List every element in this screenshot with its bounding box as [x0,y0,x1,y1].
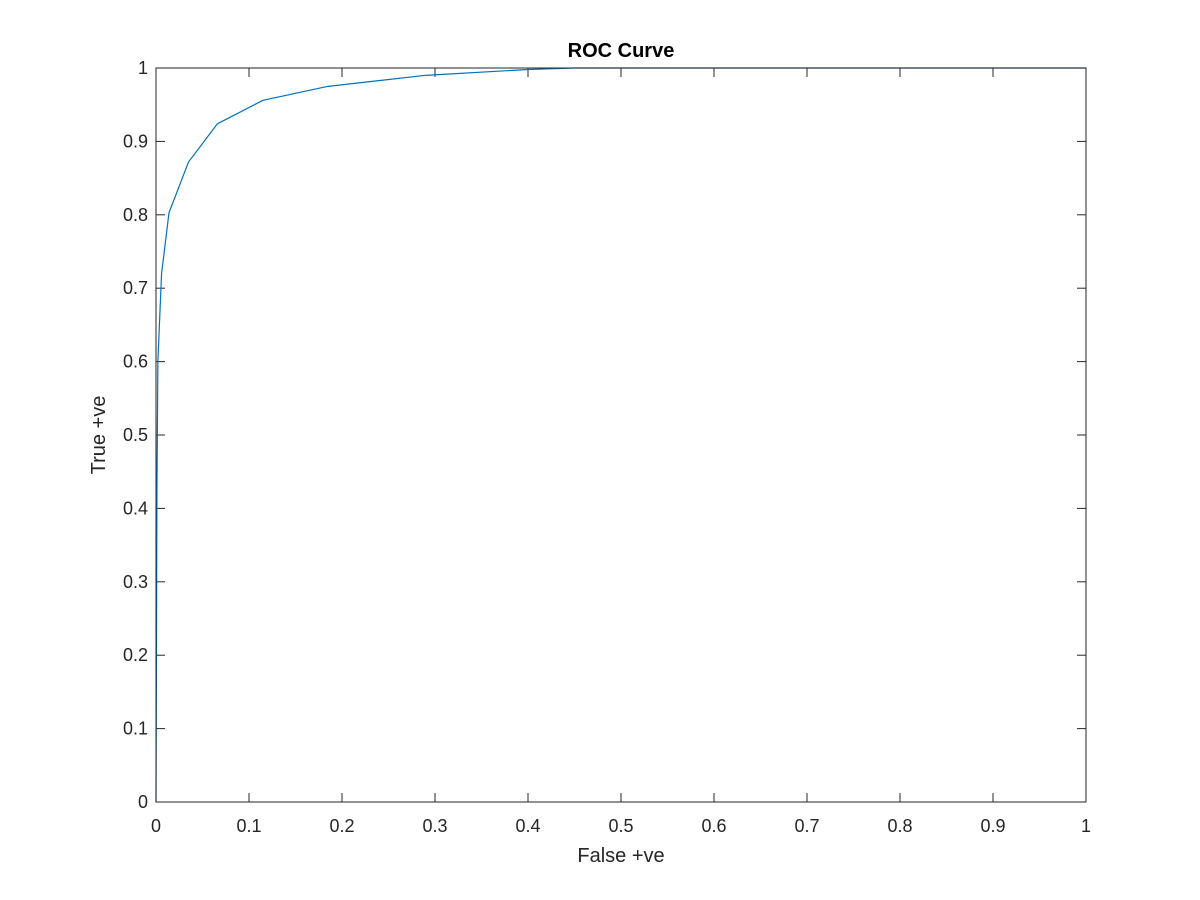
y-tick-label: 1 [138,58,148,78]
x-tick-label: 0.1 [236,816,261,836]
roc-curve-point [327,86,328,87]
roc-curve-point [527,69,528,70]
roc-curve-point [217,123,218,124]
y-tick-label: 0.1 [123,719,148,739]
roc-curve-point [188,161,189,162]
roc-curve-point [156,493,157,494]
x-tick-label: 0.5 [608,816,633,836]
y-tick-label: 0.2 [123,645,148,665]
y-tick-label: 0.7 [123,278,148,298]
plot-area [156,68,1086,802]
chart-title: ROC Curve [568,40,675,62]
x-tick-label: 1 [1081,816,1091,836]
roc-curve-point [161,273,162,274]
x-tick-label: 0.7 [794,816,819,836]
y-tick-label: 0.5 [123,425,148,445]
roc-curve-point [425,75,426,76]
x-tick-label: 0.2 [329,816,354,836]
y-tick-label: 0.6 [123,352,148,372]
y-tick-label: 0 [138,792,148,812]
x-tick-label: 0.3 [422,816,447,836]
roc-curve-point [168,212,169,213]
y-axis-label: True +ve [88,396,110,475]
x-axis-label: False +ve [577,845,664,867]
tick-labels-layer: 0 0.1 0.2 0.3 0.4 0.5 0.6 0.7 0.8 0.9 1 0 0.1 0.2 0.3 0… [123,58,1091,836]
x-tick-label: 0 [151,816,161,836]
y-tick-label: 0.3 [123,572,148,592]
x-tick-label: 0.6 [701,816,726,836]
roc-curve-point [262,100,263,101]
x-tick-label: 0.9 [980,816,1005,836]
axes-box [155,67,1087,803]
x-tick-label: 0.4 [515,816,540,836]
y-tick-label: 0.8 [123,205,148,225]
roc-curve-point [157,361,158,362]
y-tick-label: 0.9 [123,131,148,151]
x-tick-label: 0.8 [887,816,912,836]
y-tick-label: 0.4 [123,498,148,518]
